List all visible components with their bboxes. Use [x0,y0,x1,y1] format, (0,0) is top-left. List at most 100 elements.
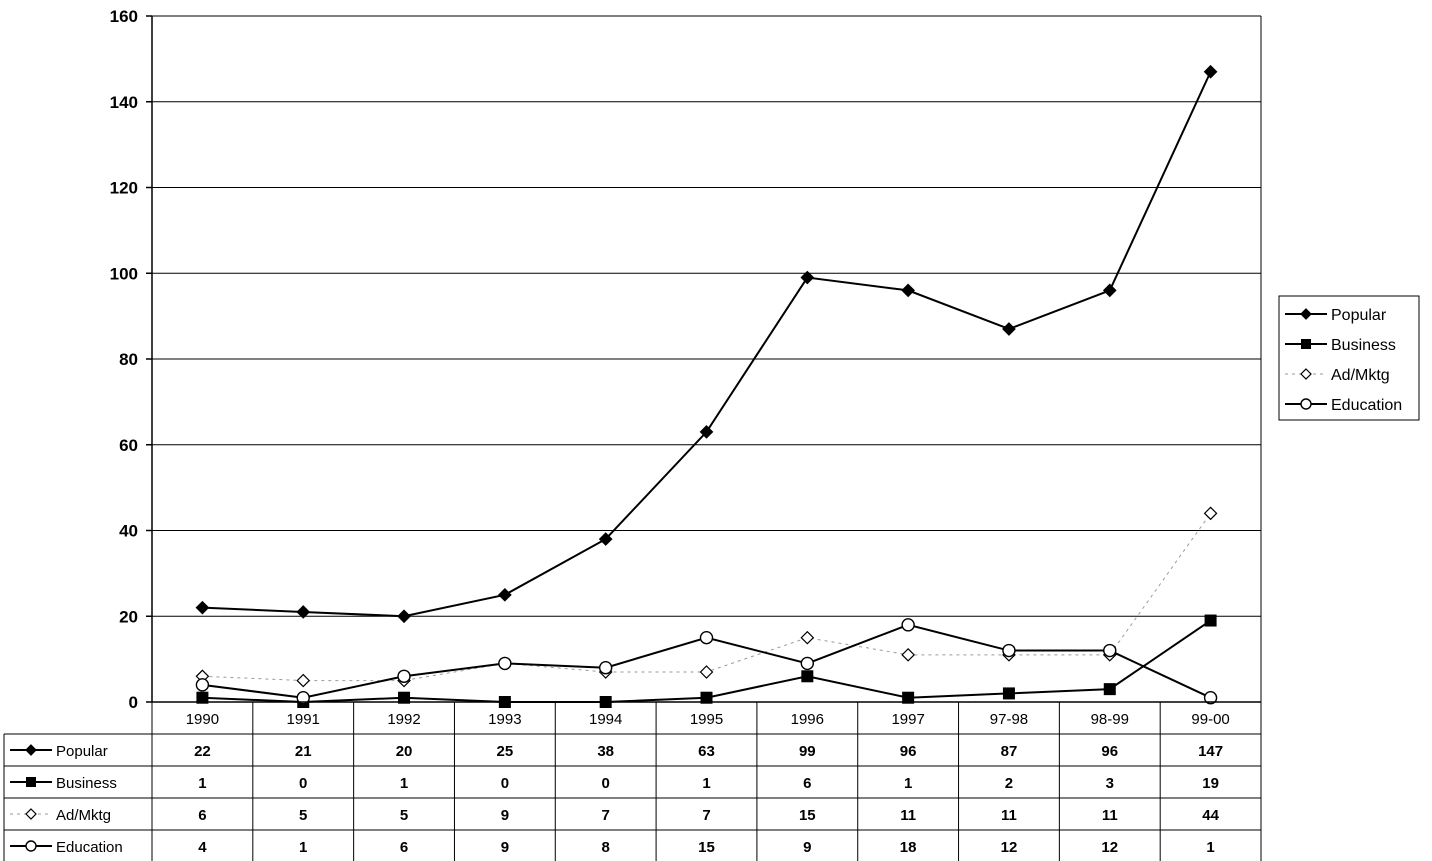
data-label-ad-mktg: 7 [702,807,710,824]
point-popular [498,587,512,602]
x-tick-label: 1994 [589,711,622,728]
y-tick-label: 120 [110,179,138,198]
x-tick-label: 1993 [488,711,521,728]
point-business [196,691,209,704]
data-label-ad-mktg: 11 [1001,807,1017,824]
grid-lines [152,15,1261,617]
point-ad-mktg [1203,506,1218,521]
table-key-marker-ad-mktg [25,808,37,820]
data-label-popular: 22 [194,743,211,760]
data-label-education: 12 [1101,839,1118,856]
data-label-popular: 21 [295,743,312,760]
point-popular [800,270,815,285]
y-tick-label: 80 [119,350,138,369]
data-label-ad-mktg: 5 [400,807,408,824]
point-business [902,691,915,704]
legend-label-business: Business [1331,337,1396,354]
data-label-popular: 38 [597,743,614,760]
data-label-business: 3 [1106,775,1114,792]
table-row-label-ad-mktg: Ad/Mktg [56,807,111,824]
point-ad-mktg [901,647,915,662]
data-label-business: 6 [803,775,811,792]
series-line-popular [202,71,1212,618]
point-popular [1203,64,1218,79]
x-tick-label: 99-00 [1191,711,1229,728]
data-label-popular: 96 [900,743,917,760]
x-tick-label: 1995 [690,711,723,728]
point-popular [901,283,915,298]
point-education [498,656,512,671]
data-label-education: 6 [400,839,408,856]
point-education [397,669,411,683]
legend-label-ad-mktg: Ad/Mktg [1331,367,1390,384]
point-popular [397,609,411,624]
legend-box [1278,295,1420,421]
legend-key-marker-ad-mktg [1300,368,1312,380]
data-label-ad-mktg: 9 [501,807,509,824]
point-business [801,670,814,683]
table-key-marker-business [26,777,36,787]
y-axis-ticks: 0 20 40 60 80 100 120 140 160 [110,7,152,712]
point-popular [1002,322,1016,336]
x-tick-label: 1991 [287,711,320,728]
point-education [1002,643,1016,658]
data-label-popular: 99 [799,743,816,760]
data-label-popular: 87 [1001,743,1018,760]
data-label-business: 0 [602,775,610,792]
data-label-business: 1 [702,775,710,792]
data-label-ad-mktg: 15 [799,807,816,824]
point-education [800,656,815,671]
point-education [1103,643,1117,658]
x-tick-label: 1996 [791,711,824,728]
point-education [296,691,310,705]
data-label-business: 1 [904,775,912,792]
point-popular [296,605,311,619]
y-tick-label: 20 [119,607,138,626]
legend-label-education: Education [1331,397,1402,414]
table-row-label-popular: Popular [56,743,108,760]
y-tick-label: 60 [119,436,138,455]
data-label-education: 1 [1206,839,1214,856]
point-education [598,661,613,675]
data-label-education: 9 [803,839,811,856]
point-business [1204,614,1217,627]
legend: Popular Business Ad/Mktg Education [1278,295,1420,421]
data-label-ad-mktg: 5 [299,807,307,824]
data-label-education: 18 [900,839,917,856]
x-tick-label: 97-98 [990,711,1028,728]
point-business [700,691,713,704]
x-tick-label: 1990 [186,711,219,728]
y-tick-label: 40 [119,522,138,541]
y-tick-label: 140 [110,93,138,112]
point-business [1002,687,1015,700]
data-label-education: 1 [299,839,307,856]
data-label-ad-mktg: 6 [198,807,206,824]
y-tick-label: 160 [110,7,138,26]
table-row-label-education: Education [56,839,123,856]
legend-key-marker-business [1301,339,1311,349]
table-row-label-business: Business [56,775,117,792]
point-education [901,618,915,632]
point-business [1103,683,1116,696]
point-education [195,678,210,692]
x-tick-label: 1997 [891,711,924,728]
plot-area [151,15,1262,702]
point-popular [598,532,613,546]
x-tick-label: 98-99 [1091,711,1129,728]
point-business [398,691,411,704]
data-label-business: 2 [1005,775,1013,792]
data-label-ad-mktg: 11 [900,807,916,824]
series-line-ad-mktg [202,513,1211,682]
point-popular [195,600,210,615]
data-label-education: 12 [1001,839,1018,856]
point-popular [699,425,714,439]
data-label-business: 1 [400,775,408,792]
data-label-business: 0 [299,775,307,792]
table-key-marker-popular [25,744,37,756]
x-tick-label: 1992 [387,711,420,728]
data-label-education: 15 [698,839,715,856]
y-tick-label: 100 [110,264,138,283]
table-key-marker-education [25,840,37,852]
legend-key-marker-popular [1300,308,1312,320]
